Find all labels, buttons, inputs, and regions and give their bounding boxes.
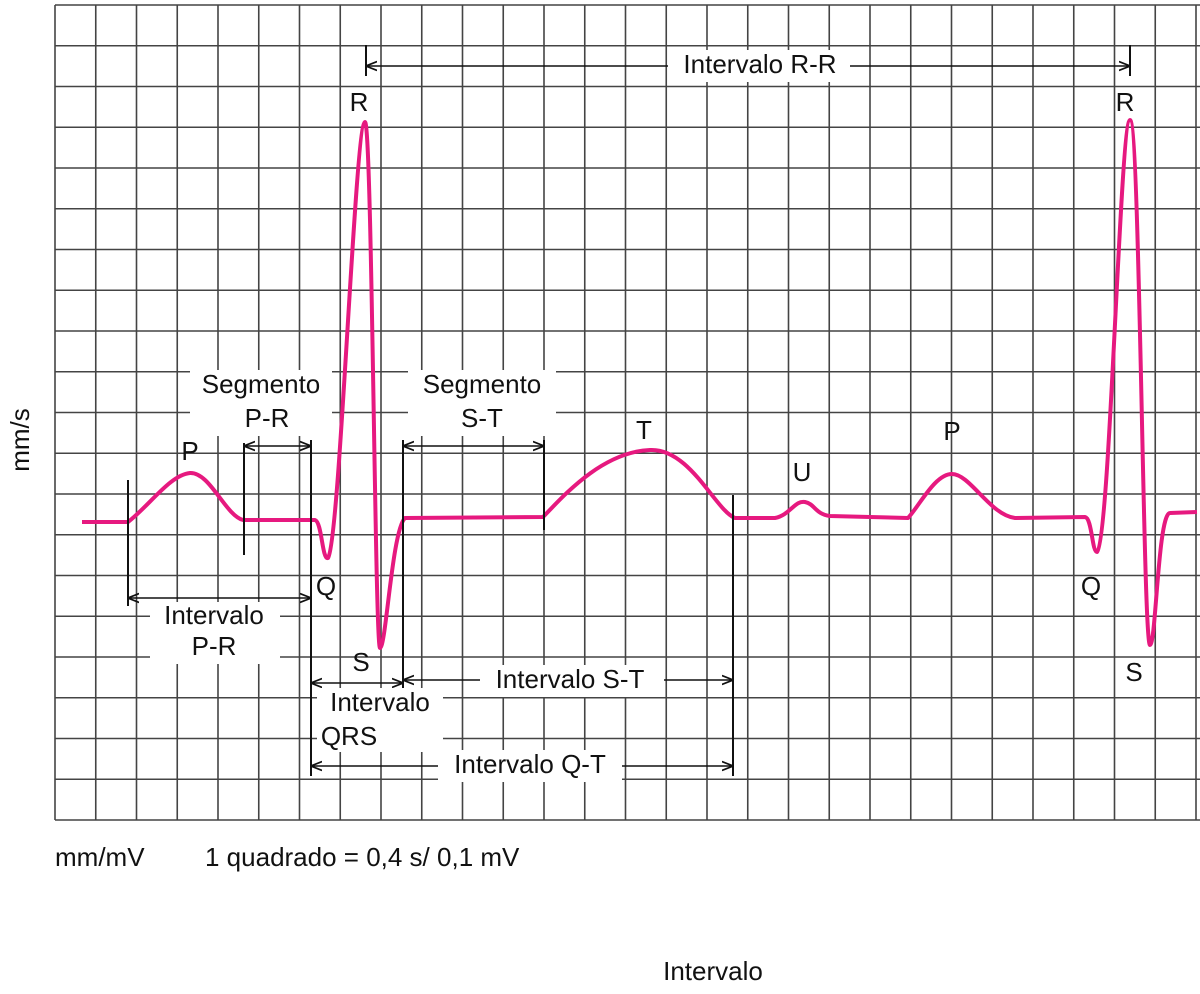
y-axis-label: mm/s	[5, 408, 35, 472]
footer-unit: mm/mV	[55, 842, 145, 872]
interval-label: Intervalo Q-T	[454, 749, 606, 779]
footer-scale: 1 quadrado = 0,4 s/ 0,1 mV	[205, 842, 520, 872]
wave-label: P	[943, 416, 960, 446]
wave-label: U	[793, 457, 812, 487]
label-bg	[480, 665, 664, 697]
interval-label: Intervalo	[330, 687, 430, 717]
label-bg	[150, 602, 280, 664]
interval-label: P-R	[192, 631, 237, 661]
wave-label: R	[350, 87, 369, 117]
interval-label: Intervalo S-T	[496, 664, 645, 694]
wave-label: P	[181, 436, 198, 466]
label-bg	[317, 688, 443, 752]
segment-label: Segmento	[202, 369, 321, 399]
wave-label: R	[1116, 87, 1135, 117]
ecg-waveform	[82, 118, 1198, 650]
footer-caption: Intervalo	[663, 956, 763, 986]
wave-label: Q	[1081, 571, 1101, 601]
label-bg	[190, 370, 332, 436]
wave-label: Q	[316, 571, 336, 601]
segment-label: S-T	[461, 403, 503, 433]
wave-label: S	[1125, 657, 1142, 687]
segment-label: Segmento	[423, 369, 542, 399]
label-backgrounds	[150, 50, 850, 782]
segment-label: P-R	[245, 403, 290, 433]
interval-label: QRS	[321, 721, 377, 751]
label-bg	[408, 370, 556, 436]
interval-label: Intervalo	[164, 600, 264, 630]
wave-label: T	[636, 415, 652, 445]
label-bg	[438, 750, 622, 782]
interval-label: Intervalo R-R	[683, 49, 836, 79]
label-bg	[668, 50, 850, 82]
wave-label: S	[352, 647, 369, 677]
